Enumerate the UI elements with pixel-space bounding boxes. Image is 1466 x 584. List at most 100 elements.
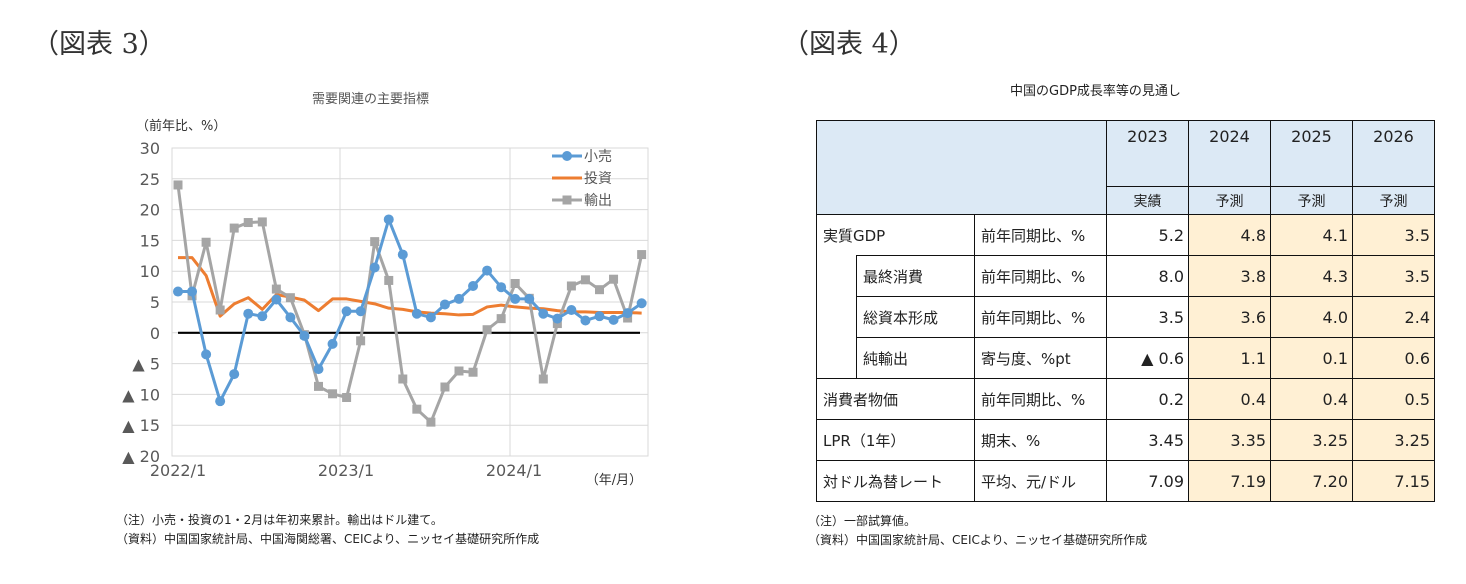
table-title: 中国のGDP成長率等の見通し (1010, 84, 1181, 99)
data-point (595, 285, 604, 295)
row-label: 実質GDP (816, 214, 975, 256)
data-point (187, 286, 198, 297)
cell-value: 3.5 (1106, 296, 1189, 338)
cell-value: 0.2 (1106, 378, 1189, 420)
data-point (538, 374, 548, 384)
row-label: 純輸出 (856, 337, 975, 379)
y-tick-label: 15 (140, 231, 160, 250)
table-row: 実質GDP 前年同期比、% 5.2 4.8 4.1 3.5 (816, 214, 1435, 256)
y-tick-label: 25 (140, 170, 160, 189)
data-point (637, 250, 647, 260)
row-label: 消費者物価 (816, 378, 975, 420)
cell-value: 1.1 (1188, 337, 1271, 379)
data-point (468, 280, 479, 291)
cell-value: 3.35 (1188, 419, 1271, 461)
data-point (608, 314, 619, 325)
row-label: 総資本形成 (856, 296, 975, 338)
data-point (356, 336, 366, 346)
note-line: （注）小売・投資の1・2月は年初来累計。輸出はドル建て。 (116, 513, 443, 527)
gdp-forecast-table: 2023 2024 2025 2026 実績 予測 予測 予測 実質GDP 前年… (816, 120, 1435, 502)
x-tick-label: 2023/1 (318, 461, 374, 480)
data-point (327, 338, 338, 349)
y-tick-label: ▲ 10 (122, 385, 160, 404)
cell-value: 4.3 (1270, 255, 1353, 297)
row-unit: 前年同期比、% (974, 378, 1107, 420)
y-tick-label: 10 (140, 262, 160, 281)
data-point (314, 381, 323, 391)
data-point (412, 404, 422, 414)
table-row: 純輸出 寄与度、%pt ▲ 0.6 1.1 0.1 0.6 (817, 337, 1435, 379)
x-tick-label: 2022/1 (150, 461, 206, 480)
cell-value: 3.25 (1270, 419, 1353, 461)
cell-value: 7.19 (1188, 460, 1271, 502)
table-row: LPR（1年） 期末、% 3.45 3.35 3.25 3.25 (816, 419, 1435, 461)
table-row: 最終消費 前年同期比、% 8.0 3.8 4.3 3.5 (816, 255, 1435, 379)
data-point (439, 299, 450, 310)
y-tick-label: ▲ 15 (122, 416, 160, 435)
row-unit: 平均、元/ドル (974, 460, 1107, 502)
data-point (594, 311, 605, 322)
line-chart: 30 25 20 15 10 5 0 ▲ 5 ▲ 10 ▲ 15 ▲ 20 2022/1 2023/1… (122, 139, 649, 488)
figure-3-label: （図表 3） (32, 29, 166, 60)
data-point (370, 237, 380, 247)
x-axis-ticks: 2022/1 2023/1 2024/1 （年/月） (150, 461, 642, 488)
data-point (580, 275, 590, 285)
data-point (468, 367, 478, 377)
cell-value: 2.4 (1352, 296, 1435, 338)
cell-value: 0.6 (1352, 337, 1435, 379)
data-point (328, 389, 338, 399)
cell-value: 3.6 (1188, 296, 1271, 338)
data-point (285, 312, 296, 323)
data-point (552, 313, 563, 324)
cell-value: 7.20 (1270, 460, 1353, 502)
legend-label: 輸出 (584, 193, 612, 209)
row-unit: 前年同期比、% (974, 214, 1107, 256)
cell-value: 0.4 (1270, 378, 1353, 420)
data-point (510, 279, 520, 289)
year-header: 2026 (1352, 120, 1435, 187)
data-point (257, 217, 267, 227)
cell-value: 8.0 (1106, 255, 1189, 297)
figure-4-notes: （注）一部試算値。 （資料）中国国家統計局、CEICより、ニッセイ基礎研究所作成 (808, 512, 1147, 550)
data-point (454, 366, 464, 376)
data-point (538, 308, 549, 319)
source-line: （資料）中国国家統計局、中国海関総署、CEICより、ニッセイ基礎研究所作成 (116, 532, 540, 546)
row-label: LPR（1年） (816, 419, 975, 461)
year-type: 予測 (1352, 186, 1435, 215)
data-point (622, 308, 633, 319)
cell-value: 0.4 (1188, 378, 1271, 420)
legend-item: 小売 (552, 149, 612, 165)
data-point (440, 382, 450, 392)
data-point (342, 392, 352, 402)
data-point (482, 265, 493, 276)
data-point (229, 223, 239, 233)
year-header: 2024 (1188, 120, 1271, 187)
table-row: 消費者物価 前年同期比、% 0.2 0.4 0.4 0.5 (816, 378, 1435, 420)
header-blank (816, 120, 1107, 215)
cell-value: 3.5 (1352, 255, 1435, 297)
cell-value: 5.2 (1106, 214, 1189, 256)
y-axis-ticks: 30 25 20 15 10 5 0 ▲ 5 ▲ 10 ▲ 15 ▲ 20 (122, 139, 160, 466)
data-point (496, 282, 507, 293)
data-point (271, 294, 282, 305)
series-投資 (178, 256, 642, 318)
y-tick-label: 5 (150, 293, 160, 312)
data-point (173, 180, 183, 190)
data-point (299, 330, 310, 341)
source-line: （資料）中国国家統計局、CEICより、ニッセイ基礎研究所作成 (808, 533, 1148, 547)
data-point (524, 293, 535, 304)
row-unit: 前年同期比、% (974, 296, 1107, 338)
y-axis-unit-label: （前年比、%） (136, 119, 227, 134)
legend-item: 投資 (552, 171, 612, 187)
data-point (566, 305, 577, 316)
year-header: 2025 (1270, 120, 1353, 187)
cell-value: 7.15 (1352, 460, 1435, 502)
row-label: 対ドル為替レート (816, 460, 975, 502)
indent-cell (816, 255, 857, 379)
year-type: 予測 (1270, 186, 1353, 215)
cell-value: 7.09 (1106, 460, 1189, 502)
cell-value: 3.45 (1106, 419, 1189, 461)
data-point (411, 308, 422, 319)
figure-3-notes: （注）小売・投資の1・2月は年初来累計。輸出はドル建て。 （資料）中国国家統計局… (116, 511, 539, 549)
